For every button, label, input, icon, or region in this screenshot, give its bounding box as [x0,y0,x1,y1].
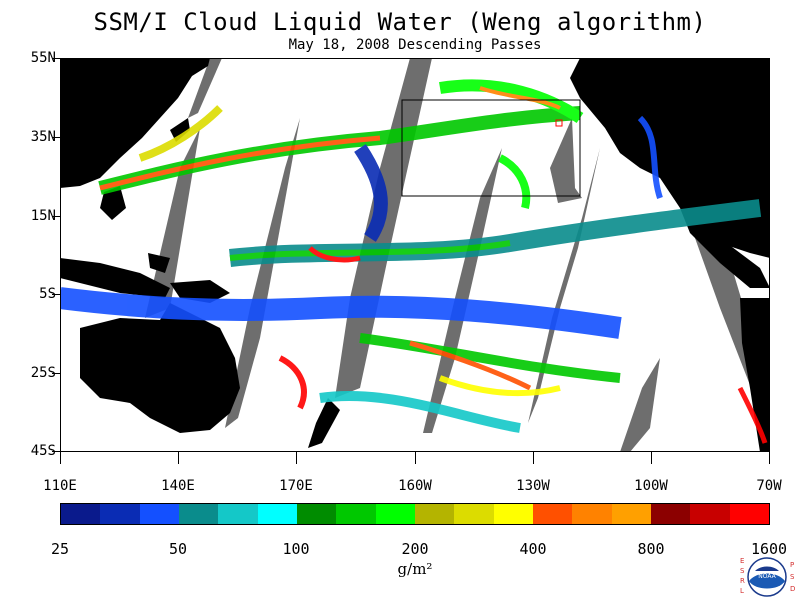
map-panel [60,58,770,452]
colorbar-segment [139,504,179,524]
colorbar-segment [414,504,455,524]
colorbar-segment [611,504,651,524]
colorbar-tick-label: 1600 [750,540,788,558]
colorbar-tick-label: 50 [168,540,188,558]
colorbar [60,503,770,525]
marker-box [555,119,563,127]
colorbar-segment [100,504,140,524]
svg-text:D: D [790,585,795,593]
cloud-field [60,79,768,444]
colorbar-segment [218,504,258,524]
svg-text:S: S [790,573,795,581]
inset-box [401,99,581,197]
colorbar-segment [493,504,533,524]
colorbar-segment [729,504,769,524]
colorbar-tick-label: 200 [401,540,429,558]
colorbar-segment [454,504,494,524]
colorbar-segment [257,504,297,524]
colorbar-segment [61,504,101,524]
colorbar-segment [532,504,573,524]
y-axis-label: 5S [39,286,56,302]
colorbar-segment [690,504,730,524]
logo-center-text: NOAA [758,573,776,580]
x-axis-label: 140E [161,478,195,494]
colorbar-tick-label: 800 [637,540,665,558]
colorbar-segment [336,504,376,524]
noaa-esrl-logo: NOAA E S R L P S D [735,555,799,599]
land [60,58,770,452]
y-axis-label: 35N [30,129,56,145]
x-axis-label: 70W [756,478,782,494]
colorbar-tick-label: 400 [519,540,547,558]
svg-text:E: E [740,557,744,565]
colorbar-segment [572,504,612,524]
svg-text:P: P [790,561,794,569]
colorbar-segment [650,504,691,524]
x-axis-label: 160W [398,478,432,494]
y-axis-label: 25S [30,365,56,381]
svg-text:L: L [740,587,744,595]
svg-text:S: S [740,567,745,575]
colorbar-segment [178,504,219,524]
colorbar-segment [375,504,415,524]
x-axis-label: 130W [516,478,550,494]
y-axis-label: 55N [30,50,56,66]
y-axis-label: 15N [30,208,56,224]
map-graphic [60,58,770,452]
colorbar-tick-label: 100 [282,540,310,558]
map-title: SSM/I Cloud Liquid Water (Weng algorithm… [93,8,707,36]
x-axis-label: 170E [279,478,313,494]
colorbar-units: g/m² [397,560,433,578]
x-axis-label: 100W [634,478,668,494]
colorbar-tick-label: 25 [50,540,70,558]
colorbar-segment [296,504,337,524]
x-axis-label: 110E [43,478,77,494]
map-subtitle: May 18, 2008 Descending Passes [288,37,542,53]
svg-text:R: R [740,577,745,585]
y-axis-label: 45S [30,443,56,459]
